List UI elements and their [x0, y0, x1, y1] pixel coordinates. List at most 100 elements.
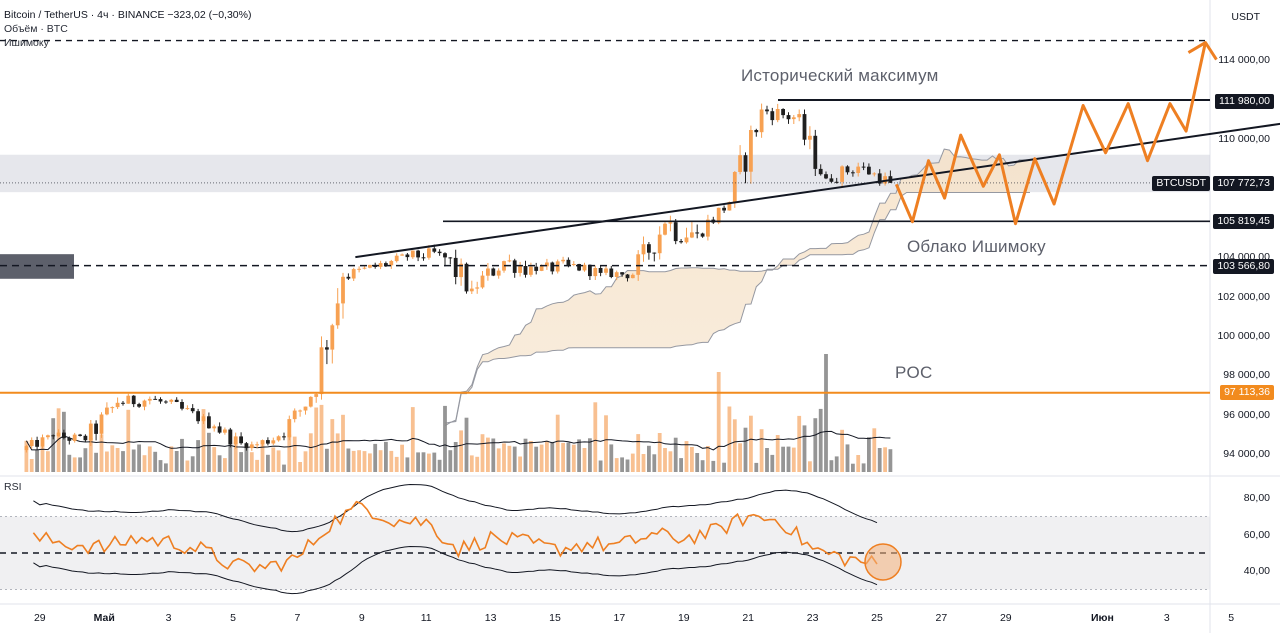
volume-bar [298, 462, 302, 472]
volume-bar [448, 450, 453, 472]
volume-bar [588, 438, 592, 472]
rsi-tick-label: 80,00 [1243, 492, 1270, 505]
volume-bar [550, 441, 555, 472]
candle-body [276, 436, 281, 441]
candle-body [448, 257, 453, 259]
candle-body [491, 268, 496, 276]
volume-bar [491, 438, 496, 472]
volume-bar [464, 417, 469, 472]
volume-bar [711, 460, 716, 472]
volume-bar [142, 455, 147, 472]
candle-body [754, 130, 759, 133]
candle-body [534, 266, 539, 271]
volume-bar [856, 455, 861, 472]
candle-body [335, 303, 340, 326]
candle-body [604, 268, 608, 273]
candle-body [29, 440, 34, 447]
symbol-legend[interactable]: Bitcoin / TetherUS · 4ч · BINANCE −323,0… [4, 9, 252, 21]
candle-body [405, 254, 410, 258]
volume-bar [877, 448, 882, 472]
price-tick-label: 102 000,00 [1217, 290, 1270, 303]
candle-body [743, 155, 748, 172]
volume-bar [105, 451, 109, 472]
volume-bar [266, 454, 270, 472]
candle-body [287, 419, 292, 438]
currency-unit[interactable]: USDT [1231, 11, 1260, 23]
candle-body [716, 207, 721, 223]
volume-bar [700, 460, 705, 472]
candle-body [555, 261, 560, 272]
candle-body [303, 406, 308, 411]
candle-body [282, 436, 286, 438]
volume-bar [346, 448, 351, 472]
candle-body [529, 266, 533, 275]
candle-body [266, 440, 270, 444]
volume-bar [35, 449, 39, 472]
candle-body [46, 435, 50, 438]
volume-bar [775, 435, 780, 472]
candle-body [614, 272, 619, 277]
volume-bar [657, 433, 662, 472]
last-price-tag: 107 772,73 [1213, 176, 1274, 191]
candle-body [840, 166, 844, 182]
volume-bar [834, 456, 839, 472]
volume-bar [765, 448, 769, 472]
candle-body [620, 272, 624, 275]
volume-bar [287, 434, 292, 472]
candle-body [298, 410, 302, 412]
forecast-arrowhead [1187, 41, 1218, 61]
volume-bar [373, 443, 378, 472]
candle-body [577, 264, 581, 271]
volume-bar [88, 438, 93, 472]
volume-bar [797, 415, 802, 472]
rsi-legend[interactable]: RSI [4, 481, 22, 493]
rsi-bb-upper [33, 483, 878, 533]
volume-bar [115, 448, 120, 472]
candle-body [346, 276, 351, 279]
cloud-span-a [444, 148, 1030, 427]
chevron-left-icon[interactable]: ‹ [0, 304, 12, 344]
candle-body [72, 434, 77, 441]
candle-body [765, 109, 769, 112]
candle-body [67, 437, 72, 441]
volume-bar [614, 458, 619, 472]
volume-bar [121, 451, 125, 472]
support-dashed-price-tag: 103 566,80 [1213, 259, 1274, 274]
candle-body [443, 253, 447, 258]
volume-bar [255, 459, 259, 472]
candle-body [770, 111, 775, 121]
candle-body [797, 114, 802, 118]
forecast-path [894, 42, 1207, 226]
volume-bar [861, 463, 866, 472]
candle-body [174, 399, 179, 402]
volume-bar [561, 442, 565, 472]
rsi-highlight-circle [864, 543, 902, 581]
candle-body [115, 402, 120, 408]
volume-bar [217, 455, 222, 472]
candle-body [749, 130, 753, 172]
volume-bar [416, 452, 420, 472]
time-tick-label: 3 [1163, 612, 1170, 624]
candle-body [861, 166, 866, 168]
volume-bar [46, 451, 50, 472]
candle-body [260, 440, 265, 445]
volume-bar [292, 436, 297, 472]
volume-bar [684, 441, 689, 472]
candle-body [78, 434, 82, 436]
candle-body [732, 172, 737, 202]
candle-body [158, 399, 163, 402]
volume-bar [840, 429, 844, 472]
volume-legend[interactable]: Объём · BTC [4, 23, 68, 35]
candle-body [630, 274, 635, 279]
volume-bar [679, 458, 683, 472]
candle-body [24, 446, 29, 451]
volume-bar [582, 448, 587, 472]
volume-bar [791, 447, 796, 472]
candle-body [330, 325, 335, 350]
ichimoku-legend[interactable]: Ишимоку [4, 37, 49, 49]
volume-bar [303, 451, 308, 472]
volume-bar [400, 444, 404, 472]
volume-bar [341, 414, 345, 472]
